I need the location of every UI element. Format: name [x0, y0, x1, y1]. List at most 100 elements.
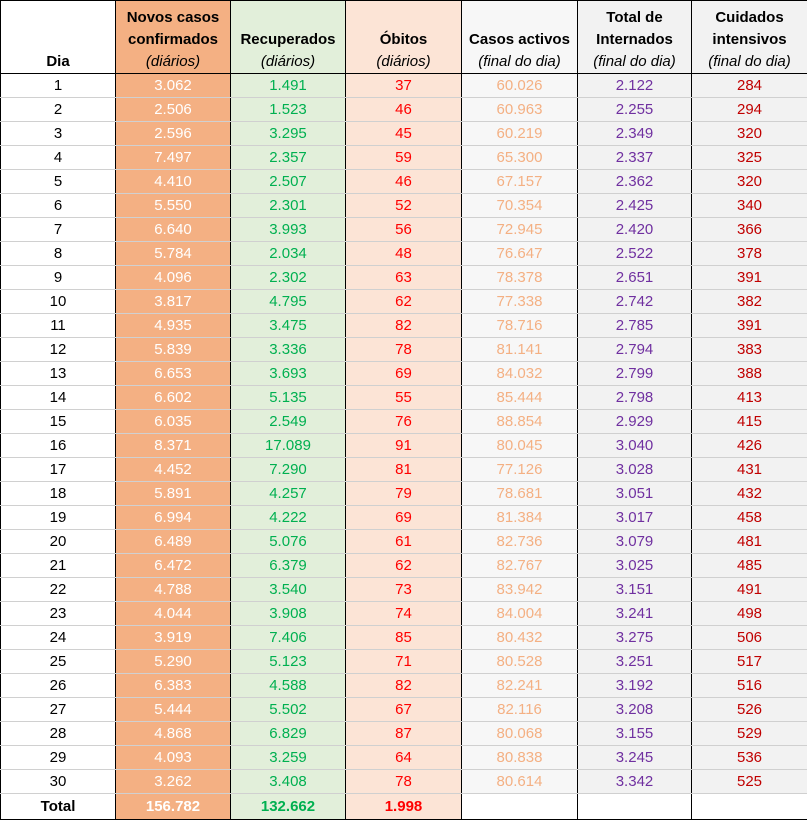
cell-cuid: 432 [692, 482, 807, 506]
cell-dia: 23 [1, 602, 116, 626]
cell-cuid: 458 [692, 506, 807, 530]
cell-intern: 2.425 [578, 194, 692, 218]
header-activos-title: Casos activos [462, 29, 577, 51]
cell-activos: 83.942 [462, 578, 578, 602]
cell-recup: 1.491 [231, 74, 346, 98]
cell-novos: 5.550 [116, 194, 231, 218]
cell-cuid: 284 [692, 74, 807, 98]
cell-obitos: 79 [346, 482, 462, 506]
cell-recup: 3.336 [231, 338, 346, 362]
cell-novos: 3.817 [116, 290, 231, 314]
cell-novos: 6.035 [116, 410, 231, 434]
cell-dia: 14 [1, 386, 116, 410]
cell-obitos: 37 [346, 74, 462, 98]
cell-activos: 78.681 [462, 482, 578, 506]
cell-dia: 19 [1, 506, 116, 530]
totals-activos-empty [462, 794, 578, 820]
cell-dia: 10 [1, 290, 116, 314]
cell-recup: 3.993 [231, 218, 346, 242]
cell-dia: 3 [1, 122, 116, 146]
cell-cuid: 481 [692, 530, 807, 554]
cell-novos: 8.371 [116, 434, 231, 458]
cell-obitos: 85 [346, 626, 462, 650]
cell-activos: 81.384 [462, 506, 578, 530]
cell-intern: 2.122 [578, 74, 692, 98]
cell-dia: 15 [1, 410, 116, 434]
cell-cuid: 485 [692, 554, 807, 578]
cell-intern: 3.025 [578, 554, 692, 578]
cell-activos: 80.838 [462, 746, 578, 770]
cell-intern: 3.028 [578, 458, 692, 482]
cell-activos: 82.736 [462, 530, 578, 554]
cell-activos: 77.126 [462, 458, 578, 482]
cell-novos: 4.788 [116, 578, 231, 602]
cell-obitos: 52 [346, 194, 462, 218]
cell-recup: 3.693 [231, 362, 346, 386]
header-cuid: Cuidados intensivos (final do dia) [692, 1, 807, 74]
cell-activos: 77.338 [462, 290, 578, 314]
cell-dia: 18 [1, 482, 116, 506]
cell-obitos: 46 [346, 98, 462, 122]
cell-obitos: 78 [346, 770, 462, 794]
header-recup-title: Recuperados [231, 29, 345, 51]
cell-obitos: 81 [346, 458, 462, 482]
cell-activos: 60.963 [462, 98, 578, 122]
cell-dia: 8 [1, 242, 116, 266]
cell-cuid: 525 [692, 770, 807, 794]
cell-obitos: 45 [346, 122, 462, 146]
cell-dia: 29 [1, 746, 116, 770]
cell-intern: 3.275 [578, 626, 692, 650]
cell-recup: 4.588 [231, 674, 346, 698]
cell-cuid: 320 [692, 170, 807, 194]
cell-cuid: 388 [692, 362, 807, 386]
cell-cuid: 529 [692, 722, 807, 746]
cell-recup: 2.301 [231, 194, 346, 218]
cell-intern: 3.155 [578, 722, 692, 746]
cell-recup: 2.507 [231, 170, 346, 194]
header-activos: Casos activos (final do dia) [462, 1, 578, 74]
cell-obitos: 63 [346, 266, 462, 290]
cell-intern: 2.362 [578, 170, 692, 194]
cell-intern: 2.255 [578, 98, 692, 122]
cell-dia: 11 [1, 314, 116, 338]
cell-novos: 5.444 [116, 698, 231, 722]
cell-obitos: 69 [346, 362, 462, 386]
cell-dia: 1 [1, 74, 116, 98]
cell-obitos: 56 [346, 218, 462, 242]
cell-cuid: 526 [692, 698, 807, 722]
cell-intern: 2.420 [578, 218, 692, 242]
cell-novos: 6.383 [116, 674, 231, 698]
header-dia: Dia [1, 1, 116, 74]
cell-recup: 3.908 [231, 602, 346, 626]
cell-novos: 4.093 [116, 746, 231, 770]
cell-cuid: 366 [692, 218, 807, 242]
totals-cuid-empty [692, 794, 807, 820]
cell-cuid: 516 [692, 674, 807, 698]
cell-novos: 2.596 [116, 122, 231, 146]
cell-obitos: 87 [346, 722, 462, 746]
cell-intern: 3.040 [578, 434, 692, 458]
header-obitos-title: Óbitos [346, 29, 461, 51]
cell-intern: 2.785 [578, 314, 692, 338]
cell-activos: 84.032 [462, 362, 578, 386]
header-novos-line1: Novos casos [116, 7, 230, 29]
header-cuid-line2: intensivos [692, 29, 807, 51]
header-recup-subtitle: (diários) [231, 51, 345, 73]
cell-intern: 2.349 [578, 122, 692, 146]
cell-novos: 6.602 [116, 386, 231, 410]
cell-cuid: 391 [692, 314, 807, 338]
cell-obitos: 48 [346, 242, 462, 266]
totals-intern-empty [578, 794, 692, 820]
